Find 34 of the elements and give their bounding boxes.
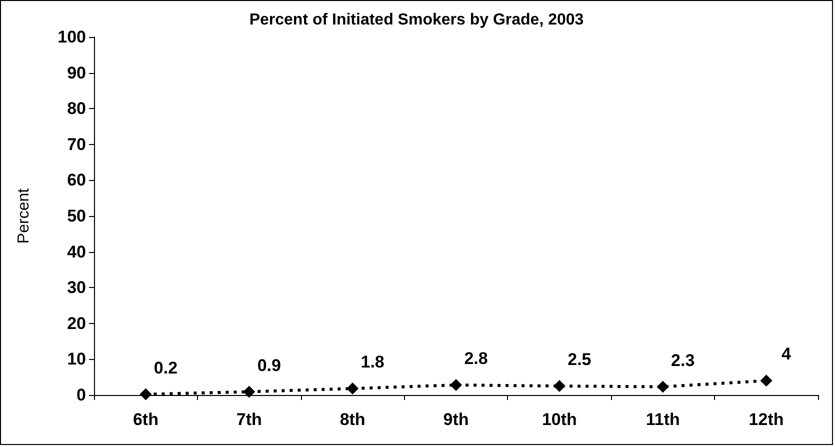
y-tick-label: 0 [76, 386, 86, 404]
point [553, 380, 566, 392]
x-tick-label: 6th [132, 410, 158, 429]
y-tick-label: 10 [67, 350, 86, 369]
data-label: 2.3 [671, 350, 695, 370]
point [140, 388, 152, 400]
x-tick-label: 11th [646, 410, 680, 429]
y-tick-label: 90 [67, 63, 86, 82]
y-tick-label: 40 [67, 242, 86, 262]
point [346, 382, 359, 395]
y-tick-label: 30 [67, 278, 86, 298]
x-tick-label: 10th [542, 410, 577, 429]
y-tick-label: 100 [58, 28, 86, 46]
data-label: 0.9 [257, 356, 281, 375]
data-label: 4 [782, 344, 792, 364]
point [243, 386, 256, 398]
point [656, 380, 669, 393]
data-label: 1.8 [360, 352, 384, 372]
data-label: 2.5 [568, 350, 592, 370]
x-tick-label: 8th [340, 410, 366, 429]
data-label: 0.2 [154, 358, 178, 378]
y-tick-label: 80 [67, 99, 86, 118]
point [760, 374, 772, 387]
x-tick-label: 12th [748, 410, 784, 429]
y-tick-label: 60 [67, 170, 86, 190]
data-label: 2.8 [464, 348, 488, 368]
y-tick-label: 20 [67, 314, 86, 333]
y-axis-title: Percent [16, 188, 32, 244]
y-tick-label: 50 [67, 206, 86, 226]
point [450, 378, 462, 391]
y-tick-label: 70 [67, 134, 86, 154]
chart-title: Percent of Initiated Smokers by Grade, 2003 [249, 12, 584, 28]
x-tick-label: 7th [236, 410, 262, 429]
x-tick-label: 9th [443, 410, 469, 429]
